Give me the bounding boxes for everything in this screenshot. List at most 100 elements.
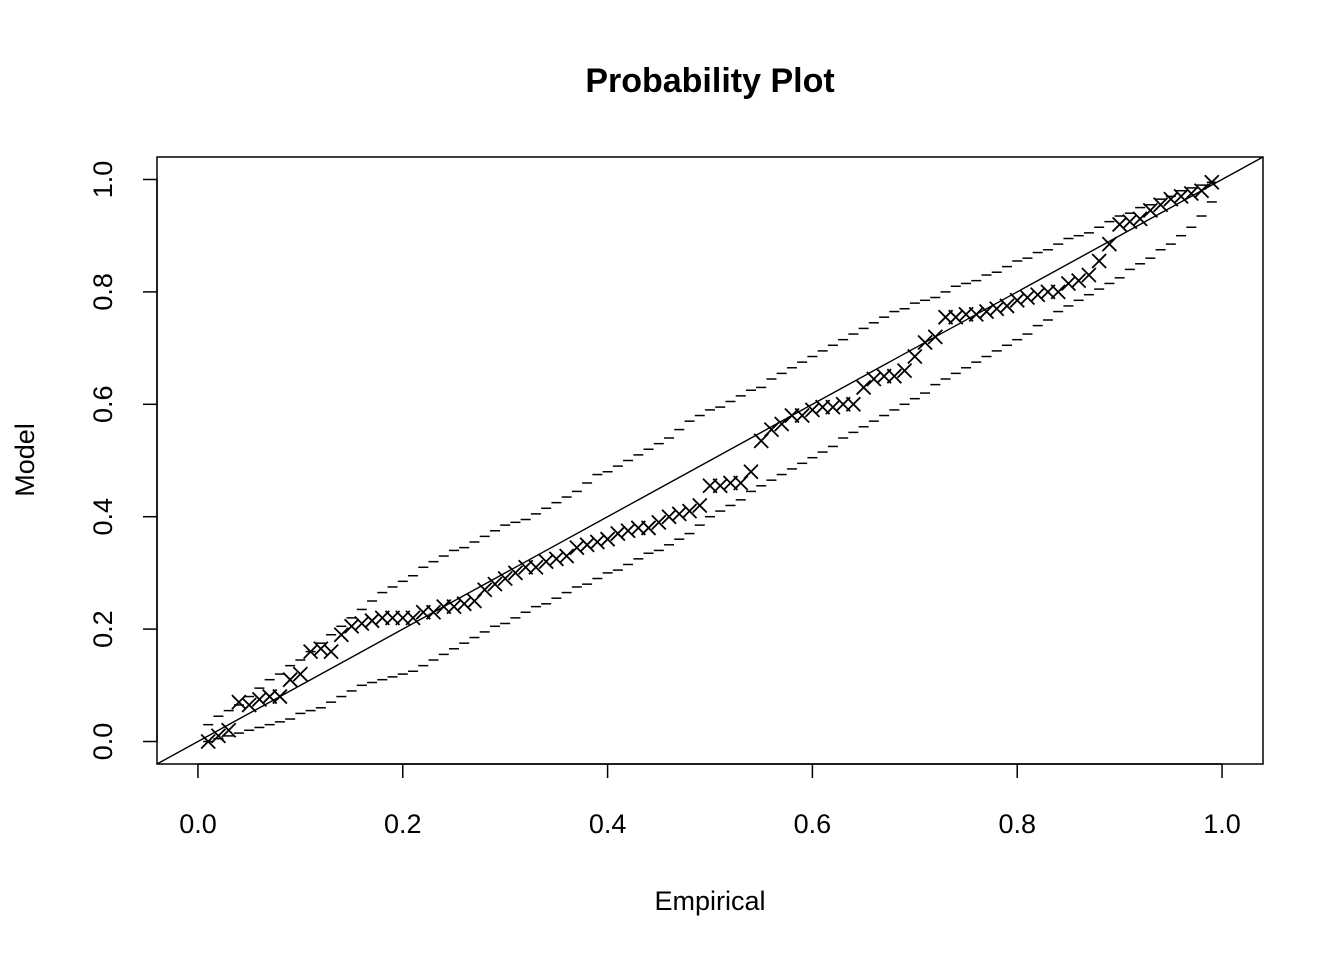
data-point	[743, 464, 759, 480]
data-point	[1101, 236, 1118, 252]
data-point	[200, 733, 216, 750]
data-point	[1050, 284, 1066, 300]
data-point	[1163, 191, 1179, 207]
x-tick-label: 0.4	[589, 809, 627, 839]
data-point	[763, 421, 780, 438]
data-point	[896, 362, 913, 379]
data-point	[425, 604, 442, 620]
data-point	[548, 551, 565, 567]
data-point	[927, 329, 943, 345]
data-point	[292, 666, 309, 682]
data-point	[661, 509, 677, 525]
x-tick-label: 1.0	[1203, 809, 1241, 839]
data-point	[538, 554, 554, 570]
data-point	[692, 497, 708, 514]
data-point	[302, 643, 319, 660]
data-point	[354, 615, 370, 632]
data-point	[599, 531, 616, 547]
data-point	[999, 298, 1015, 314]
data-point	[210, 728, 227, 744]
data-point	[804, 402, 821, 418]
y-tick-label: 0.0	[88, 723, 118, 761]
chart-title: Probability Plot	[585, 62, 834, 100]
data-point	[845, 396, 862, 412]
data-point	[651, 514, 667, 530]
data-point	[272, 688, 288, 705]
x-axis-label: Empirical	[654, 886, 765, 916]
data-point	[1081, 267, 1097, 283]
data-point	[1019, 289, 1036, 306]
data-point	[477, 582, 493, 598]
reference-line-layer	[156, 156, 1264, 765]
data-point	[917, 334, 933, 351]
data-point	[558, 548, 575, 564]
data-point	[282, 672, 298, 688]
data-point	[1173, 188, 1189, 204]
data-point	[948, 309, 964, 325]
x-tick-label: 0.8	[998, 809, 1036, 839]
data-point	[1142, 202, 1158, 219]
x-axis: 0.0 0.2 0.4 0.6 0.8 1.0	[179, 763, 1241, 839]
x-tick-label: 0.2	[384, 809, 422, 839]
data-point	[497, 570, 513, 587]
data-point	[825, 399, 841, 415]
y-tick-label: 0.2	[88, 610, 118, 648]
reference-line	[156, 156, 1264, 765]
y-axis: 0.0 0.2 0.4 0.6 0.8 1.0	[88, 161, 158, 761]
data-point	[343, 618, 360, 634]
data-point	[507, 565, 524, 581]
data-point	[1204, 174, 1220, 190]
data-point	[1132, 211, 1148, 227]
data-point	[241, 697, 257, 713]
data-point	[456, 596, 472, 612]
y-tick-label: 1.0	[88, 161, 118, 199]
data-point	[221, 722, 237, 738]
data-point	[794, 407, 810, 424]
data-point	[866, 371, 882, 387]
data-point	[1009, 292, 1025, 308]
y-tick-label: 0.8	[88, 273, 118, 311]
data-point	[1183, 185, 1199, 202]
data-point	[231, 694, 247, 710]
data-point	[907, 348, 923, 365]
data-point	[1111, 216, 1128, 233]
data-point	[610, 525, 626, 542]
confidence-band-layer	[203, 181, 1217, 743]
data-point	[364, 613, 380, 629]
data-point	[313, 641, 329, 657]
data-point	[989, 301, 1005, 317]
data-point	[487, 576, 503, 592]
data-point	[855, 379, 872, 396]
data-point	[886, 368, 902, 384]
data-point	[620, 523, 636, 539]
data-point	[671, 506, 687, 522]
x-tick-label: 0.6	[794, 809, 832, 839]
data-point	[1071, 273, 1087, 289]
data-point	[1122, 213, 1138, 230]
data-point	[569, 539, 585, 556]
data-point	[333, 627, 349, 643]
data-point	[1060, 275, 1077, 292]
data-point-layer	[200, 174, 1220, 750]
data-point	[1152, 197, 1169, 213]
data-point	[1193, 183, 1210, 199]
y-tick-label: 0.6	[88, 386, 118, 424]
y-axis-label: Model	[10, 423, 40, 497]
data-point	[774, 416, 790, 432]
data-point	[1091, 253, 1107, 269]
x-tick-label: 0.0	[179, 809, 217, 839]
data-point	[251, 691, 268, 708]
data-point	[446, 598, 462, 615]
data-point	[589, 534, 605, 550]
y-tick-label: 0.4	[88, 498, 118, 536]
data-point	[681, 503, 698, 519]
data-point	[405, 610, 421, 626]
data-point	[1030, 287, 1046, 303]
data-point	[323, 643, 339, 660]
data-point	[579, 537, 595, 553]
data-point	[978, 303, 995, 320]
data-point	[528, 559, 544, 575]
data-point	[712, 478, 728, 494]
data-point	[640, 520, 657, 536]
data-point	[968, 306, 984, 323]
